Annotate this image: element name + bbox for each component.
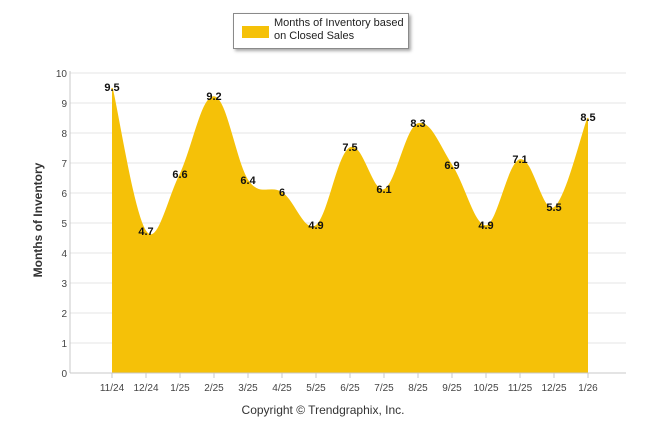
- data-label: 8.3: [410, 118, 425, 130]
- data-label: 4.9: [308, 220, 323, 232]
- data-label: 4.7: [138, 226, 153, 238]
- y-tick-label: 1: [61, 339, 67, 350]
- y-tick-label: 9: [61, 99, 67, 110]
- legend-swatch: [242, 26, 269, 38]
- y-tick-label: 7: [61, 159, 67, 170]
- y-axis-title: Months of Inventory: [31, 162, 45, 278]
- legend[interactable]: Months of Inventory based on Closed Sale…: [233, 13, 409, 49]
- y-tick-label: 6: [61, 189, 67, 200]
- area-series: [111, 87, 589, 373]
- data-label: 8.5: [580, 112, 595, 124]
- x-tick-label: 11/25: [508, 383, 533, 394]
- y-tick-label: 10: [56, 69, 68, 80]
- x-tick-label: 4/25: [272, 383, 292, 394]
- data-label: 6.6: [172, 169, 187, 181]
- area-fill: [112, 88, 588, 373]
- data-label: 6.9: [444, 160, 459, 172]
- data-label: 7.1: [512, 154, 527, 166]
- x-tick-label: 8/25: [408, 383, 428, 394]
- x-tick-label: 7/25: [374, 383, 394, 394]
- y-tick-labels: 0 1 2 3 4 5 6 7 8 9 10: [56, 69, 68, 380]
- x-tick-label: 5/25: [306, 383, 326, 394]
- y-tick-label: 3: [61, 279, 67, 290]
- x-tick-label: 9/25: [442, 383, 462, 394]
- y-tick-label: 5: [61, 219, 67, 230]
- data-label: 6: [279, 187, 285, 199]
- x-tick-label: 10/25: [473, 383, 498, 394]
- data-label: 4.9: [478, 220, 493, 232]
- x-tick-label: 12/25: [541, 383, 566, 394]
- y-tick-label: 0: [61, 369, 67, 380]
- axes: [69, 71, 626, 378]
- data-label: 9.5: [104, 82, 119, 94]
- data-label: 7.5: [342, 142, 357, 154]
- legend-label: Months of Inventory based on Closed Sale…: [274, 17, 404, 42]
- x-tick-label: 1/26: [578, 383, 598, 394]
- y-tick-label: 2: [61, 309, 67, 320]
- y-tick-label: 8: [61, 129, 67, 140]
- x-tick-label: 11/24: [100, 383, 125, 394]
- data-label: 9.2: [206, 91, 221, 103]
- data-label: 5.5: [546, 202, 561, 214]
- copyright-text: Copyright © Trendgraphix, Inc.: [241, 403, 405, 417]
- data-label: 6.1: [376, 184, 391, 196]
- x-tick-label: 3/25: [238, 383, 258, 394]
- x-tick-label: 1/25: [170, 383, 190, 394]
- y-tick-label: 4: [61, 249, 67, 260]
- x-tick-label: 2/25: [204, 383, 224, 394]
- x-tick-labels: 11/24 12/24 1/25 2/25 3/25 4/25 5/25 6/25 7/25 8/…: [100, 383, 598, 394]
- data-label: 6.4: [240, 175, 256, 187]
- x-tick-label: 6/25: [340, 383, 360, 394]
- area-line: [111, 87, 589, 236]
- x-tick-label: 12/24: [133, 383, 158, 394]
- data-labels: 9.5 4.7 6.6 9.2 6.4 6 4.9 7.5 6.1 8.3 6.9 4.9 7.1 5.5…: [104, 82, 595, 238]
